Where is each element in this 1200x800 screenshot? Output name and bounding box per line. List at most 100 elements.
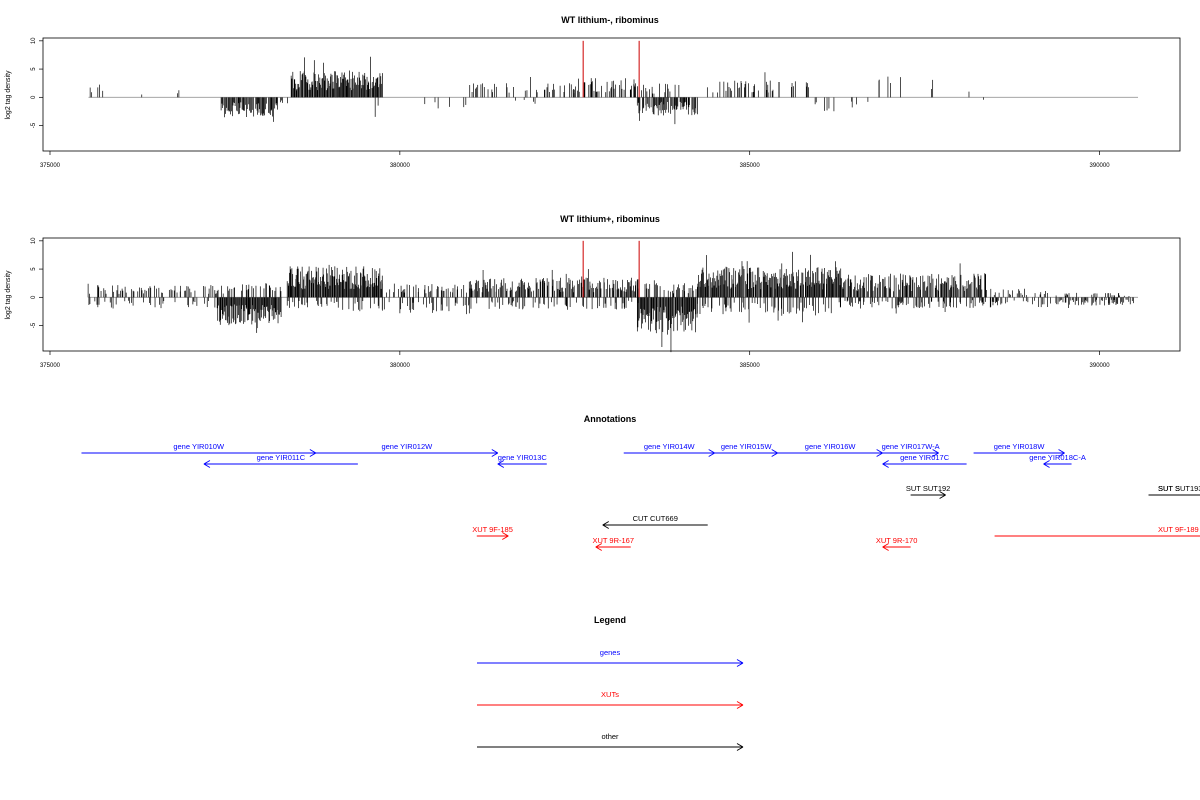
x-tick-label: 390000: [1090, 163, 1111, 169]
annotation-feature: XUT 9R-167: [592, 536, 634, 551]
y-tick-label: 10: [31, 37, 37, 44]
legend-item: XUTs: [477, 690, 744, 709]
arrowhead: [708, 452, 715, 457]
annotation-feature: XUT 9F-189: [994, 525, 1200, 537]
feature-label: XUT 9F-189: [1158, 525, 1199, 534]
arrowhead: [1043, 463, 1050, 468]
feature-label: gene YIR016W: [805, 442, 857, 451]
legend-item: other: [477, 732, 744, 751]
arrowhead: [882, 460, 889, 465]
track-title: WT lithium-, ribominus: [561, 15, 659, 25]
feature-label: gene YIR017W-A: [882, 442, 940, 451]
annotation-feature: SUT SUT193: [1148, 484, 1200, 496]
arrowhead: [939, 494, 946, 499]
annotation-feature: gene YIR012W: [315, 442, 499, 457]
legend-item: genes: [477, 648, 744, 667]
y-tick-label: 0: [31, 95, 37, 99]
track-panel-lithium-minus: WT lithium-, ribominus log2 tag density …: [5, 15, 1181, 169]
arrowhead: [502, 535, 509, 540]
x-tick-label: 375000: [40, 363, 61, 369]
feature-label: SUT SUT192: [906, 484, 950, 493]
annotation-feature: gene YIR016W: [777, 442, 883, 457]
plot-frame: [42, 37, 1181, 152]
feature-label: gene YIR010W: [173, 442, 225, 451]
legend-label: other: [601, 732, 619, 741]
y-tick-label: -5: [31, 322, 37, 328]
arrowhead: [309, 452, 317, 457]
arrowhead: [771, 452, 778, 457]
arrowhead: [491, 449, 499, 454]
feature-label: gene YIR018W: [994, 442, 1046, 451]
annotations-title: Annotations: [584, 414, 637, 424]
arrowhead: [708, 449, 715, 454]
y-tick-label: 0: [31, 295, 37, 299]
arrowhead: [876, 452, 883, 457]
bar-series: [87, 240, 1139, 353]
arrowhead: [882, 546, 889, 551]
feature-label: gene YIR015W: [721, 442, 773, 451]
track-title: WT lithium+, ribominus: [560, 214, 660, 224]
x-tick-label: 380000: [390, 363, 411, 369]
arrowhead: [1058, 449, 1065, 454]
arrowhead: [882, 463, 889, 468]
annotation-feature: XUT 9F-185: [472, 525, 513, 540]
feature-label: gene YIR014W: [644, 442, 696, 451]
feature-label: CUT CUT669: [633, 514, 678, 523]
annotation-feature: SUT SUT192: [906, 484, 950, 499]
y-tick-label: 5: [31, 267, 37, 271]
bar-series: [88, 40, 1139, 125]
legend-arrow: [477, 743, 744, 751]
feature-label: XUT 9R-167: [592, 536, 634, 545]
legend-arrow: [477, 701, 744, 709]
annotation-feature: gene YIR017C: [882, 453, 967, 468]
feature-label: gene YIR011C: [257, 453, 306, 462]
annotation-feature: gene YIR013C: [497, 453, 548, 468]
legend-label: genes: [600, 648, 621, 657]
arrowhead: [771, 449, 778, 454]
x-tick-label: 375000: [40, 163, 61, 169]
feature-label: XUT 9R-170: [876, 536, 918, 545]
arrowhead: [602, 521, 610, 526]
feature-label: XUT 9F-185: [472, 525, 513, 534]
axes: 10 5 0 -5 375000 380000 385000 390000: [31, 237, 1110, 369]
arrowhead: [595, 546, 603, 551]
arrowhead: [882, 543, 889, 548]
annotation-feature: gene YIR018W: [973, 442, 1065, 457]
x-tick-label: 385000: [740, 163, 761, 169]
legend-title: Legend: [594, 615, 626, 625]
annotation-feature: gene YIR015W: [714, 442, 778, 457]
feature-label: SUT SUT193: [1158, 484, 1200, 493]
legend-items: genes XUTs other: [477, 648, 744, 751]
arrowhead: [595, 543, 603, 548]
annotation-features: gene YIR010W gene YIR011C gene YIR012W gene…: [81, 442, 1200, 551]
arrowhead: [876, 449, 883, 454]
arrowhead: [602, 524, 610, 529]
arrowhead: [1058, 452, 1065, 457]
y-tick-label: -5: [31, 122, 37, 128]
arrowhead: [497, 463, 505, 468]
feature-label: gene YIR018C-A: [1029, 453, 1086, 462]
arrowhead: [932, 452, 939, 457]
legend-label: XUTs: [601, 690, 619, 699]
x-tick-label: 390000: [1090, 363, 1111, 369]
arrowhead: [939, 491, 946, 496]
feature-label: gene YIR012W: [381, 442, 433, 451]
arrowhead: [309, 449, 317, 454]
feature-label: gene YIR017C: [900, 453, 950, 462]
arrowhead: [497, 460, 505, 465]
legend-arrow: [477, 659, 744, 667]
y-axis-label: log2 tag density: [5, 270, 12, 320]
annotation-feature: CUT CUT669: [602, 514, 708, 529]
track-panel-lithium-plus: WT lithium+, ribominus log2 tag density …: [5, 214, 1181, 369]
x-tick-label: 385000: [740, 363, 761, 369]
y-axis-label: log2 tag density: [5, 70, 12, 120]
arrowhead: [932, 449, 939, 454]
legend: Legend genes XUTs other: [477, 615, 744, 751]
arrowhead: [203, 463, 211, 468]
feature-label: gene YIR013C: [498, 453, 548, 462]
y-tick-label: 10: [31, 237, 37, 244]
annotation-feature: gene YIR017W-A: [882, 442, 940, 457]
annotation-feature: gene YIR018C-A: [1029, 453, 1086, 468]
